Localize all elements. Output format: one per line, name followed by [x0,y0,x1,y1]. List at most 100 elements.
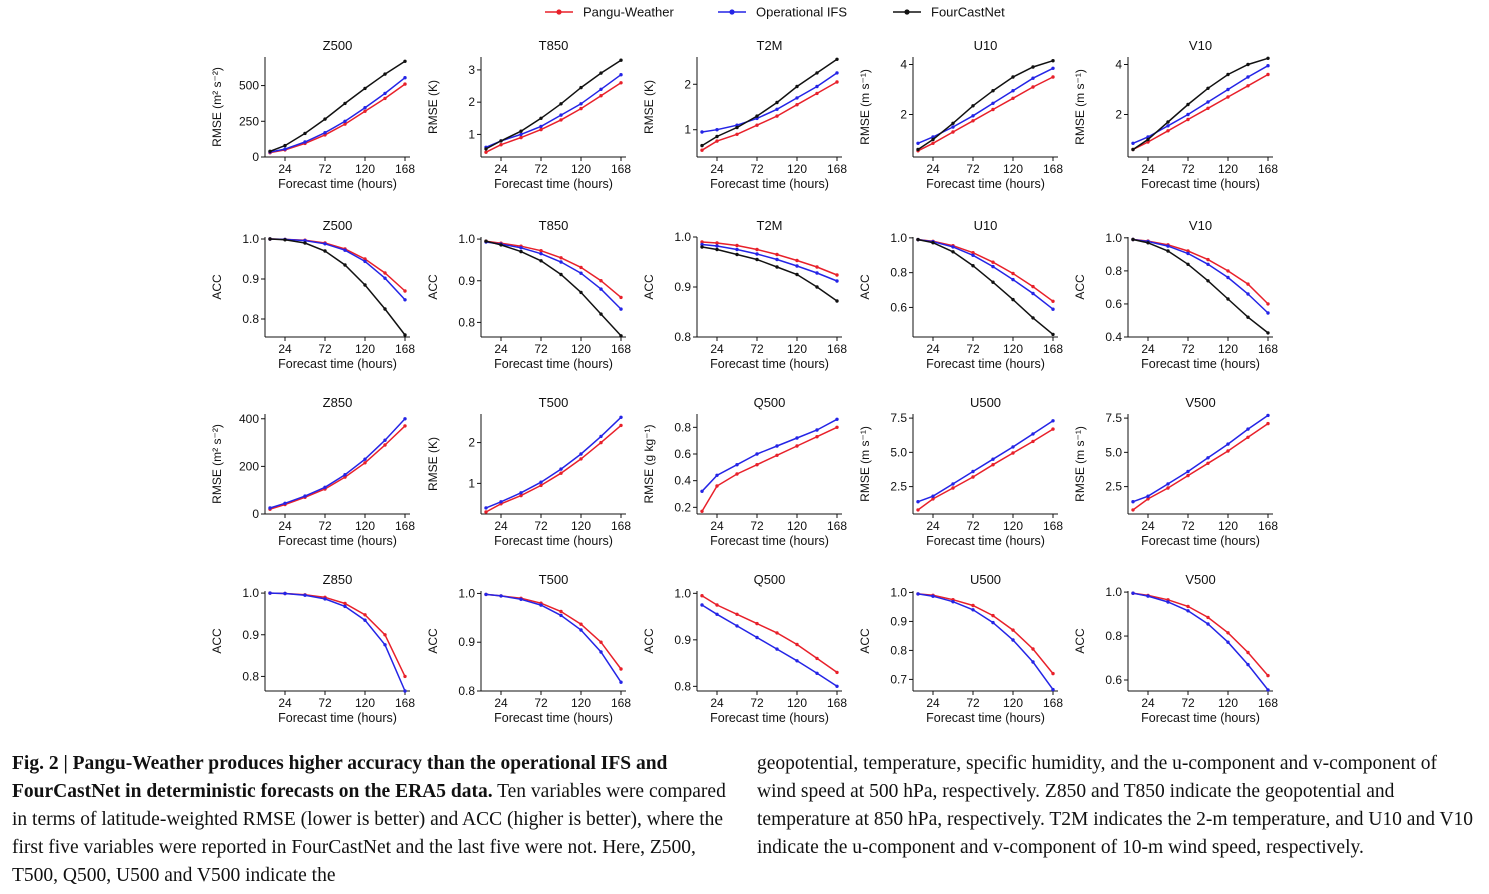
panel-4-series-2-point-3 [1186,102,1190,107]
panel-16-x-tick-label-3: 168 [611,696,631,710]
panel-13-series-0-point-0 [916,508,920,512]
panel-19-series-1-point-0 [1131,591,1135,595]
panel-18-title: U500 [970,572,1001,587]
panel-2-series-2-point-4 [775,100,779,105]
panel-9-x-tick-label-0: 24 [1141,342,1155,356]
panel-1-series-1-point-3 [539,124,543,129]
panel-8-series-1-point-3 [971,253,975,257]
panel-12-series-0-point-3 [755,463,759,467]
panel-8-series-2-point-0 [916,237,920,242]
panel-3-y-label: RMSE (m s⁻¹) [858,69,872,145]
panel-8-x-tick-label-1: 72 [966,342,980,356]
panel-1-y-tick-label-0: 1 [468,127,475,141]
panel-3-title: U10 [974,38,998,53]
panel-17-y-tick-label-0: 0.8 [674,679,691,693]
panel-9-series-0-point-4 [1206,257,1210,262]
panel-9-y-tick-label-2: 0.8 [1105,264,1122,278]
panel-19-series-0-point-5 [1226,631,1230,635]
panel-10-series-1-point-1 [283,501,287,505]
panel-4-x-label: Forecast time (hours) [1141,177,1260,191]
panel-3-x-tick-label-3: 168 [1043,162,1063,176]
panel-18-x-tick-label-2: 120 [1003,696,1023,710]
panel-13-series-0-point-4 [991,463,995,467]
panel-10-x-tick-label-0: 24 [278,519,292,533]
panel-9-y-tick-label-1: 0.6 [1105,297,1122,311]
panel-0-series-2-point-1 [283,143,287,148]
panel-7-series-line-0 [701,241,838,276]
panel-11-title: T500 [539,395,569,410]
panel-0-series-line-2 [269,60,406,153]
panel-2-y-tick-label-1: 2 [684,77,691,91]
panel-3-x-label: Forecast time (hours) [926,177,1045,191]
panel-12-x-tick-label-2: 120 [787,519,807,533]
panel-8-series-1-point-4 [991,264,995,269]
panel-9-y-tick-label-3: 1.0 [1105,231,1122,245]
panel-9-series-1-point-3 [1186,251,1190,256]
panel-7-x-tick-label-0: 24 [710,342,724,356]
panel-14-title: V500 [1185,395,1215,410]
panel-19-x-tick-label-0: 24 [1141,696,1155,710]
panel-18-series-0-point-4 [991,613,995,618]
panel-11-series-1-point-1 [499,500,503,504]
panel-8-y-label: ACC [858,274,872,300]
panel-4-title: V10 [1189,38,1212,53]
panel-9-title: V10 [1189,218,1212,233]
panel-11-x-label: Forecast time (hours) [494,534,613,548]
panel-0-series-1-point-4 [343,119,347,124]
panel-4-series-0-point-6 [1246,84,1250,88]
panel-19-y-label: ACC [1073,628,1087,654]
panel-3-series-0-point-2 [951,130,955,134]
panel-8-series-0-point-6 [1031,284,1035,289]
panel-10-series-1-point-0 [268,506,272,510]
panel-4-y-tick-label-0: 2 [1115,108,1122,122]
panel-3-series-line-1 [917,67,1054,144]
panel-1-series-2-point-5 [579,85,583,90]
panel-6-series-line-1 [485,241,622,310]
panel-12-series-1-point-2 [735,463,739,467]
panel-4-series-2-point-6 [1246,62,1250,67]
panel-1-x-label: Forecast time (hours) [494,177,613,191]
panel-2-series-0-point-1 [715,139,719,143]
panel-8-series-line-2 [917,238,1054,335]
panel-3-series-2-point-1 [931,137,935,142]
panel-18-series-line-0 [917,593,1054,675]
panel-7-series-0-point-0 [700,240,704,244]
panel-9-x-label: Forecast time (hours) [1141,357,1260,371]
legend-marker-0 [556,9,562,15]
panel-19-series-1-point-5 [1226,640,1230,644]
panel-18-x-tick-label-3: 168 [1043,696,1063,710]
panel-16-series-1-point-1 [499,594,503,598]
panel-15-series-1-point-0 [268,591,272,595]
panel-10-x-label: Forecast time (hours) [278,534,397,548]
panel-3-series-1-point-4 [991,101,995,106]
panel-17-series-0-point-7 [835,670,839,675]
panel-7-series-1-point-2 [735,247,739,252]
panel-12-y-tick-label-3: 0.8 [674,420,691,434]
caption-left-column: Fig. 2 | Pangu-Weather produces higher a… [12,750,732,890]
panel-3-series-2-point-0 [916,147,920,152]
panel-1-series-2-point-3 [539,116,543,121]
panel-8-series-0-point-3 [971,251,975,255]
panel-10-series-0-point-6 [383,443,387,447]
panel-14-x-label: Forecast time (hours) [1141,534,1260,548]
panel-8-series-line-1 [917,238,1054,310]
panel-16-series-line-1 [485,593,622,683]
panel-15-y-tick-label-0: 0.8 [242,669,259,683]
panel-6-series-1-point-6 [599,287,603,291]
panel-18-series-0-point-7 [1051,671,1055,676]
panel-2-series-line-1 [701,72,838,133]
panel-17-x-tick-label-3: 168 [827,696,847,710]
panel-10-x-tick-label-2: 120 [355,519,375,533]
panel-5-series-2-point-6 [383,307,387,311]
panel-1-series-2-point-2 [519,129,523,133]
panel-18-y-tick-label-0: 0.7 [890,672,907,686]
panel-14-y-tick-label-1: 5.0 [1105,445,1122,459]
panel-12-x-label: Forecast time (hours) [710,534,829,548]
panel-16-x-label: Forecast time (hours) [494,711,613,725]
panel-7-series-0-point-1 [715,241,719,245]
panel-7-y-label: ACC [642,274,656,300]
panel-3-series-2-point-5 [1011,75,1015,79]
panel-7-series-1-point-1 [715,244,719,248]
panel-8-series-2-point-2 [951,250,955,254]
panel-9-series-2-point-4 [1206,279,1210,283]
